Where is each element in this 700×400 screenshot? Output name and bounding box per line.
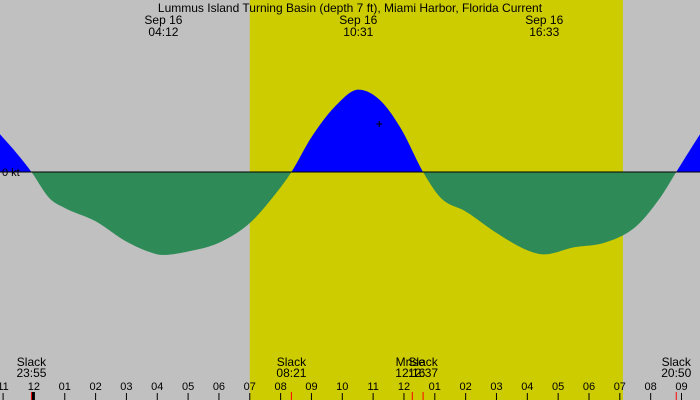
chart-title: Lummus Island Turning Basin (depth 7 ft)… — [158, 1, 543, 15]
ebb-current-area — [0, 172, 700, 255]
event-time: 04:12 — [148, 25, 178, 39]
slack-label: Slack — [408, 355, 438, 369]
hour-tick-label: 08 — [645, 381, 657, 393]
hour-axis: 11 12 01 02 03 04 05 06 07 08 09 10 11 12 01 02 03 04 05 06… — [0, 381, 688, 400]
hour-tick-label: 01 — [429, 381, 441, 393]
slack-time: 12:37 — [408, 366, 438, 380]
hour-tick-label: 02 — [89, 381, 101, 393]
slack-time: 23:55 — [16, 366, 46, 380]
hour-tick-label: 12 — [398, 381, 410, 393]
slack-label: Slack — [662, 355, 692, 369]
hour-tick-label: 08 — [274, 381, 286, 393]
hour-tick-label: 04 — [151, 381, 163, 393]
hour-tick-label: 05 — [552, 381, 564, 393]
slack-time: 08:21 — [276, 366, 306, 380]
current-marker — [376, 121, 383, 127]
hour-tick-label: 11 — [0, 381, 9, 393]
hour-tick-label: 03 — [120, 381, 132, 393]
slack-label: Slack — [277, 355, 307, 369]
hour-tick-label: 04 — [521, 381, 533, 393]
event-date: Sep 16 — [339, 13, 377, 27]
hour-tick-label: 01 — [59, 381, 71, 393]
hour-tick-label: 07 — [244, 381, 256, 393]
flood-current-area — [0, 89, 700, 172]
slack-label: Slack — [17, 355, 47, 369]
moonrise-time: 12:16 — [395, 366, 425, 380]
hour-tick-label: 02 — [460, 381, 472, 393]
event-time: 16:33 — [529, 25, 559, 39]
event-time: 10:31 — [343, 25, 373, 39]
hour-tick-label: 12 — [28, 381, 40, 393]
hour-tick-label: 07 — [614, 381, 626, 393]
hour-tick-label: 06 — [213, 381, 225, 393]
hour-tick-label: 10 — [336, 381, 348, 393]
hour-tick-label: 05 — [182, 381, 194, 393]
hour-tick-label: 09 — [675, 381, 687, 393]
event-date: Sep 16 — [144, 13, 182, 27]
hour-tick-label: 03 — [490, 381, 502, 393]
slack-time: 20:50 — [661, 366, 691, 380]
zero-kt-label: 0 kt — [2, 167, 20, 179]
event-date: Sep 16 — [525, 13, 563, 27]
hour-tick-label: 11 — [367, 381, 378, 393]
hour-tick-label: 06 — [583, 381, 595, 393]
hour-tick-label: 09 — [305, 381, 317, 393]
moonrise-label: Mrise — [396, 355, 426, 369]
